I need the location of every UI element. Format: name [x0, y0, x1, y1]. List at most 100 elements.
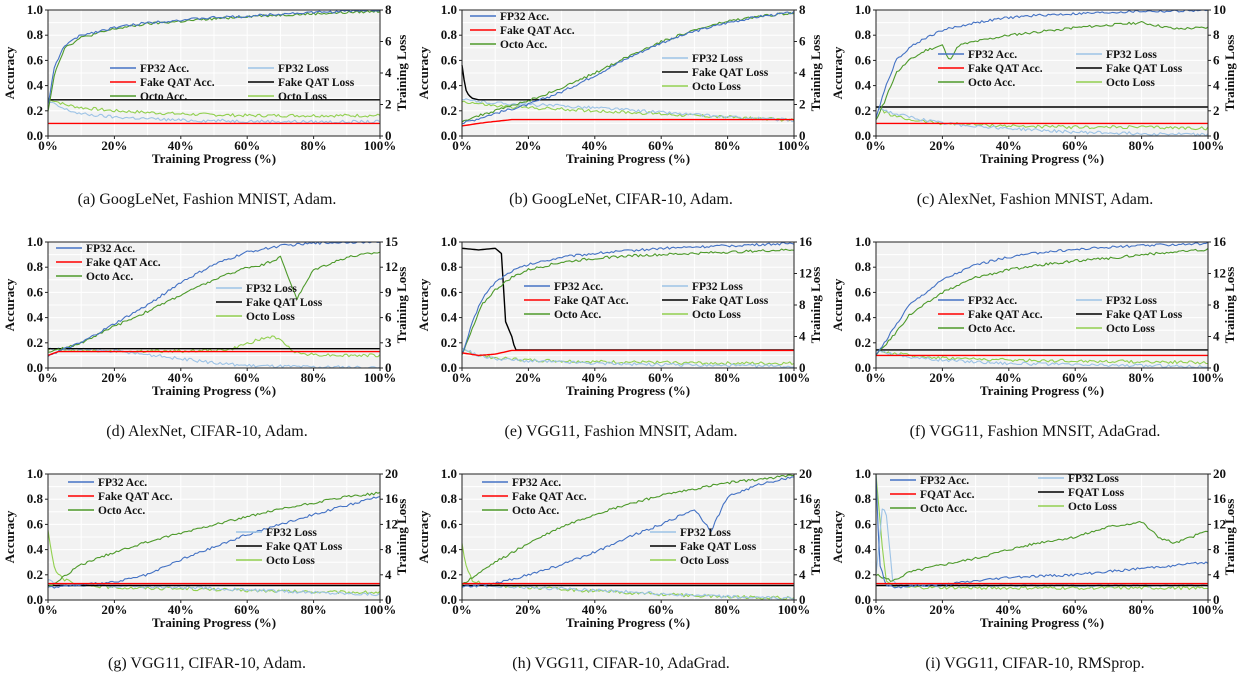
legend-label: FP32 Loss: [680, 527, 731, 539]
tick-label-left: 0.2: [27, 335, 43, 350]
y-axis-label-right: Training Loss: [394, 267, 409, 344]
tick-label-bottom: 80%: [1129, 138, 1155, 153]
tick-label-bottom: 80%: [715, 138, 741, 153]
chart-i: 0.0 0.2 0.4 0.6 0.8 1.0 0 4 8 12 16 20 0% 20% 40% 60% 80…: [830, 466, 1237, 630]
gridlines: [462, 474, 794, 600]
tick-label-right: 12: [1213, 266, 1226, 281]
legend-label: Fake QAT Loss: [246, 297, 323, 309]
plot-frame: [47, 241, 381, 369]
tick-label-left: 1.0: [441, 234, 457, 249]
tick-label-bottom: 20%: [929, 138, 955, 153]
legend-label: Fake QAT Loss: [680, 541, 757, 553]
tick-label-left: 0.4: [441, 78, 458, 93]
caption-c: (c) AlexNet, Fashion MNIST, Adam.: [916, 191, 1154, 208]
y-axis-label-left: Accuracy: [830, 510, 845, 563]
legend-label: Fake QAT Acc.: [500, 25, 575, 37]
tick-label-bottom: 40%: [582, 602, 608, 617]
legend-label: FP32 Acc.: [968, 49, 1017, 61]
series-line-octo-loss: [875, 106, 1209, 131]
tick-label-right: 8: [799, 297, 806, 312]
legend-label: Fake QAT Acc.: [98, 491, 173, 503]
tick-label-right: 8: [385, 2, 392, 17]
x-axis-label: Training Progress (%): [980, 151, 1104, 166]
tick-label-bottom: 0%: [38, 138, 58, 153]
tick-label-left: 0.4: [441, 310, 458, 325]
legend: FP32 Acc. Fake QAT Acc. Octo Acc. FP32 Loss…: [470, 11, 769, 93]
legend-label: Octo Loss: [1106, 323, 1155, 335]
legend-label: Octo Acc.: [140, 91, 187, 103]
legend-label: FP32 Loss: [692, 281, 743, 293]
series-line-octo-acc: [48, 251, 381, 353]
y-axis-label-right: Training Loss: [394, 499, 409, 576]
legend-label: Octo Acc.: [86, 271, 133, 283]
gridlines: [48, 474, 380, 600]
y-axis-label-right: Training Loss: [1222, 267, 1237, 344]
x-axis-label: Training Progress (%): [152, 151, 276, 166]
legend-label: Fake QAT Acc.: [512, 491, 587, 503]
legend-label: FP32 Loss: [1106, 295, 1157, 307]
legend-label: FQAT Acc.: [920, 489, 975, 501]
tick-label-bottom: 20%: [101, 370, 127, 385]
y-axis-label-left: Accuracy: [416, 46, 431, 99]
series-line-octo-acc: [47, 9, 381, 112]
x-axis-label: Training Progress (%): [980, 615, 1104, 630]
legend-label: Octo Acc.: [512, 505, 559, 517]
legend: FP32 Acc. Fake QAT Acc. Octo Acc. FP32 Loss…: [56, 243, 323, 323]
caption-d: (d) AlexNet, CIFAR-10, Adam.: [106, 423, 308, 440]
tick-label-left: 0.4: [27, 542, 44, 557]
legend-label: Octo Loss: [246, 311, 295, 323]
tick-label-right: 12: [1213, 516, 1226, 531]
legend: FP32 Acc. Fake QAT Acc. Octo Acc. FP32 Loss…: [482, 477, 757, 567]
y-axis-label-right: Training Loss: [394, 35, 409, 112]
plot-frame: [875, 473, 1209, 601]
tick-label-bottom: 100%: [1192, 138, 1225, 153]
caption-i: (i) VGG11, CIFAR-10, RMSprop.: [925, 655, 1145, 672]
tick-label-left: 1.0: [27, 466, 43, 481]
tick-label-bottom: 0%: [866, 602, 886, 617]
x-axis-label: Training Progress (%): [152, 383, 276, 398]
tick-label-bottom: 60%: [1062, 602, 1088, 617]
gridlines: [876, 474, 1208, 600]
tick-label-right: 12: [385, 259, 398, 274]
tick-label-bottom: 0%: [38, 602, 58, 617]
series-line-fake-qat-acc: [461, 118, 794, 127]
y-axis-label-left: Accuracy: [830, 46, 845, 99]
tick-label-left: 1.0: [855, 2, 871, 17]
tick-label-bottom: 80%: [715, 370, 741, 385]
series-line-fake-qat-acc: [461, 349, 794, 357]
legend: FP32 Acc. FP32 Loss Fake QAT Acc. Fake QAT …: [938, 295, 1183, 335]
legend-label: Fake QAT Loss: [278, 77, 355, 89]
tick-label-bottom: 60%: [234, 138, 260, 153]
tick-label-right: 0: [1213, 128, 1220, 143]
tick-label-bottom: 100%: [364, 138, 397, 153]
x-axis-label: Training Progress (%): [152, 615, 276, 630]
series-line-fp32-acc: [47, 9, 381, 105]
tick-label-right: 0: [385, 592, 392, 607]
y-axis-label-left: Accuracy: [416, 510, 431, 563]
gridlines: [876, 10, 1208, 136]
legend-label: FP32 Acc.: [140, 63, 189, 75]
panel-g: 0.0 0.2 0.4 0.6 0.8 1.0 0 4 8 12 16 20 0% 20% 40% 60% 80…: [0, 464, 414, 689]
tick-label-bottom: 40%: [582, 370, 608, 385]
legend-label: FP32 Acc.: [968, 295, 1017, 307]
tick-label-bottom: 80%: [301, 370, 327, 385]
panel-d: 0.0 0.2 0.4 0.6 0.8 1.0 0 3 6 9 12 15 0% 20% 40% 60% 80%…: [0, 232, 414, 457]
y-axis-label-right: Training Loss: [1222, 499, 1237, 576]
legend-label: Octo Acc.: [554, 309, 601, 321]
tick-label-left: 0.2: [441, 335, 457, 350]
tick-label-right: 4: [1213, 567, 1220, 582]
tick-label-right: 0: [1213, 360, 1220, 375]
legend-label: FP32 Loss: [278, 63, 329, 75]
gridlines: [462, 242, 794, 368]
legend-label: Octo Acc.: [98, 505, 145, 517]
tick-label-bottom: 40%: [996, 602, 1022, 617]
tick-label-bottom: 20%: [929, 602, 955, 617]
tick-label-left: 0.0: [27, 360, 43, 375]
tick-label-bottom: 40%: [996, 370, 1022, 385]
tick-label-left: 1.0: [441, 2, 457, 17]
tick-label-bottom: 0%: [452, 138, 472, 153]
tick-label-bottom: 0%: [452, 602, 472, 617]
tick-label-left: 0.6: [27, 284, 44, 299]
tick-label-left: 0.8: [855, 27, 872, 42]
